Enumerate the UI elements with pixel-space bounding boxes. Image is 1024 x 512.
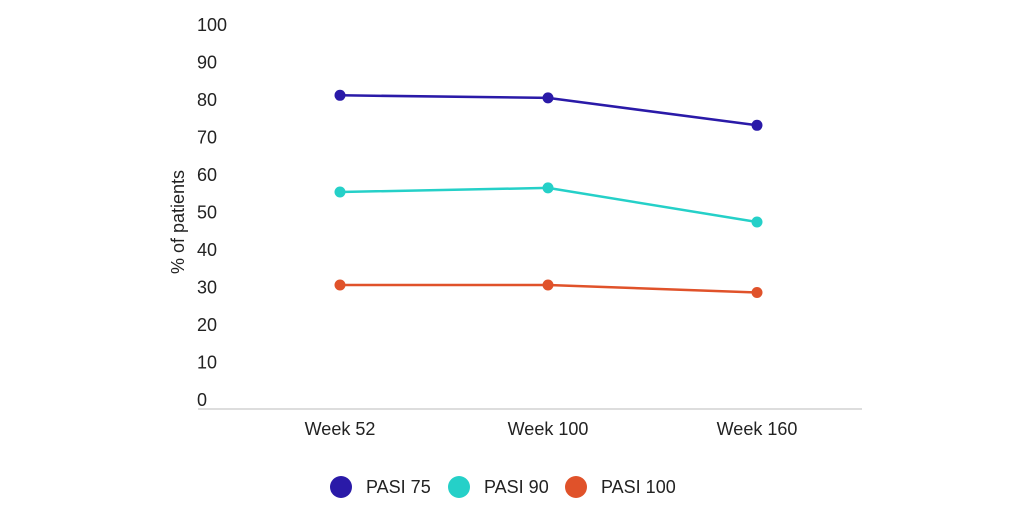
y-axis-label: % of patients [168, 170, 188, 274]
y-tick-label: 70 [197, 128, 217, 148]
data-point [334, 186, 346, 198]
y-tick-label: 30 [197, 278, 217, 298]
data-point [334, 279, 346, 291]
legend-label: PASI 75 [366, 477, 431, 497]
data-point [751, 216, 763, 228]
x-tick-label: Week 52 [305, 419, 376, 439]
legend-marker [565, 476, 587, 498]
y-tick-label: 90 [197, 53, 217, 73]
legend-label: PASI 100 [601, 477, 676, 497]
series-points [334, 89, 763, 298]
series-lines [339, 94, 758, 294]
legend-item: PASI 100 [565, 476, 676, 498]
legend-label: PASI 90 [484, 477, 549, 497]
y-tick-label: 60 [197, 165, 217, 185]
x-tick-label: Week 160 [717, 419, 798, 439]
legend-marker [448, 476, 470, 498]
y-tick-label: 40 [197, 240, 217, 260]
data-point [334, 89, 346, 101]
data-point [751, 287, 763, 298]
y-tick-label: 10 [197, 353, 217, 373]
data-point [542, 92, 554, 104]
y-tick-label: 50 [197, 203, 217, 223]
y-axis-ticks: 0 10 20 30 40 50 60 70 80 90 100 [197, 15, 227, 410]
legend-item: PASI 90 [448, 476, 549, 498]
y-tick-label: 20 [197, 315, 217, 335]
y-tick-label: 80 [197, 90, 217, 110]
y-tick-label: 100 [197, 15, 227, 35]
legend: PASI 75 PASI 90 PASI 100 [330, 476, 676, 498]
legend-marker [330, 476, 352, 498]
data-point [751, 119, 763, 131]
data-point [542, 182, 554, 194]
y-tick-label: 0 [197, 390, 207, 410]
data-point [542, 279, 554, 291]
legend-item: PASI 75 [330, 476, 431, 498]
x-axis-ticks: Week 52 Week 100 Week 160 [305, 419, 798, 439]
x-tick-label: Week 100 [508, 419, 589, 439]
